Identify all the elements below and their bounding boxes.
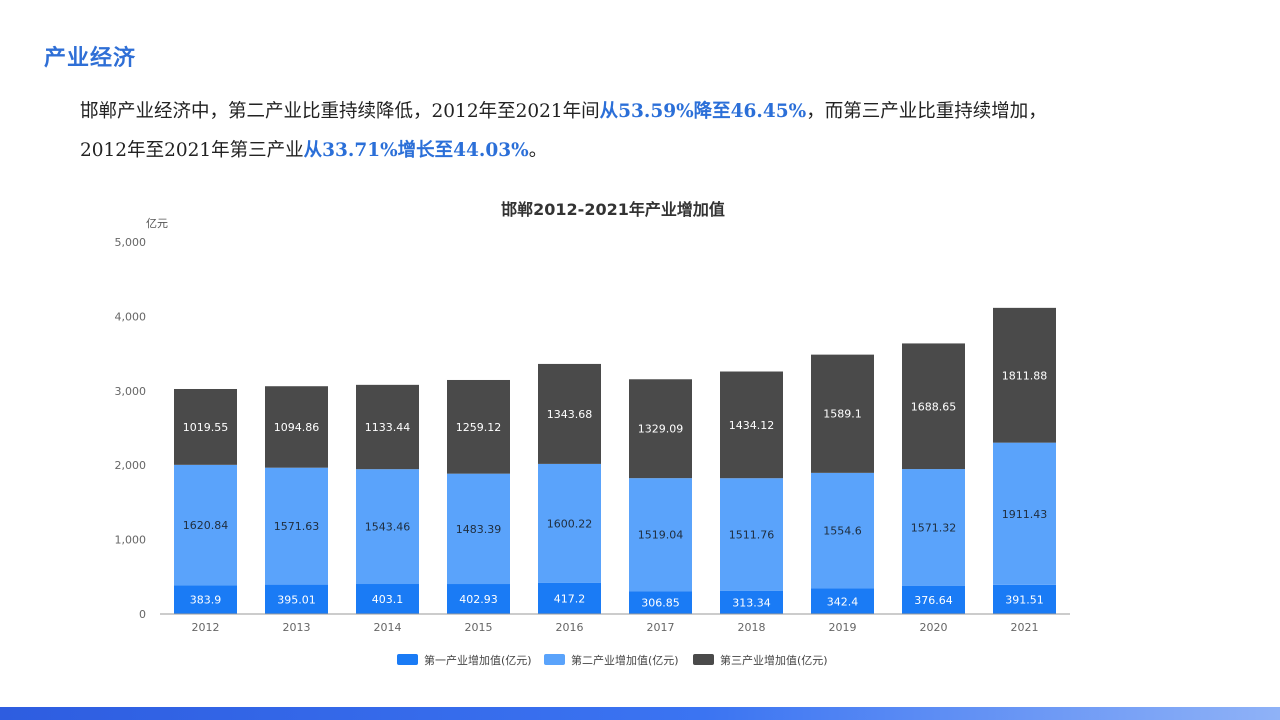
- x-tick-label: 2021: [1011, 621, 1039, 634]
- data-label-2: 1620.84: [183, 519, 229, 532]
- bar-segment-3: [720, 371, 783, 479]
- legend-label-1: 第一产业增加值(亿元): [424, 653, 532, 667]
- legend-swatch-1: [397, 654, 418, 665]
- legend-label-3: 第三产业增加值(亿元): [720, 653, 828, 667]
- bar-segment-1: [265, 584, 328, 614]
- data-label-2: 1571.32: [911, 522, 957, 535]
- bar-segment-1: [447, 584, 510, 614]
- data-label-2: 1483.39: [456, 523, 502, 536]
- data-label-2: 1519.04: [638, 529, 684, 542]
- bar-segment-2: [447, 473, 510, 585]
- y-tick-label: 0: [139, 608, 146, 621]
- summary-text-4: 。: [528, 140, 548, 161]
- bar-segment-2: [538, 463, 601, 583]
- data-label-3: 1688.65: [911, 400, 957, 413]
- bar-segment-3: [811, 354, 874, 473]
- bar-segment-3: [447, 379, 510, 474]
- chart-title: 邯郸2012-2021年产业增加值: [501, 200, 725, 219]
- bottom-accent-bar: [0, 707, 1280, 720]
- data-label-1: 417.2: [554, 592, 586, 605]
- data-label-3: 1094.86: [274, 421, 320, 434]
- y-axis-label: 亿元: [146, 217, 168, 230]
- data-label-1: 403.1: [372, 593, 404, 606]
- bar-segment-3: [629, 379, 692, 479]
- x-tick-label: 2020: [920, 621, 948, 634]
- y-tick-label: 1,000: [115, 534, 147, 547]
- data-label-2: 1911.43: [1002, 508, 1048, 521]
- bar-segment-3: [265, 386, 328, 468]
- summary-paragraph: 邯郸产业经济中，第二产业比重持续降低，2012年至2021年间从53.59%降至…: [80, 92, 1230, 170]
- bar-segment-1: [356, 584, 419, 614]
- bar-segment-1: [902, 585, 965, 614]
- data-label-3: 1133.44: [365, 421, 411, 434]
- bar-segment-3: [538, 363, 601, 464]
- x-tick-label: 2013: [283, 621, 311, 634]
- data-label-1: 313.34: [732, 596, 771, 609]
- data-label-3: 1259.12: [456, 421, 502, 434]
- bar-segment-2: [629, 478, 692, 592]
- data-label-1: 391.51: [1005, 593, 1044, 606]
- data-label-1: 342.4: [827, 595, 859, 608]
- data-label-1: 395.01: [277, 593, 316, 606]
- data-label-1: 402.93: [459, 593, 498, 606]
- bar-segment-1: [811, 588, 874, 614]
- summary-highlight-tertiary: 从33.71%增长至44.03%: [303, 140, 529, 161]
- y-tick-label: 3,000: [115, 385, 147, 398]
- bar-segment-3: [174, 388, 237, 465]
- data-label-3: 1434.12: [729, 419, 775, 432]
- x-tick-label: 2016: [556, 621, 584, 634]
- x-tick-label: 2014: [374, 621, 402, 634]
- x-tick-label: 2019: [829, 621, 857, 634]
- bar-segment-2: [720, 478, 783, 591]
- data-label-2: 1511.76: [729, 528, 775, 541]
- legend-swatch-2: [544, 654, 565, 665]
- data-label-3: 1329.09: [638, 423, 684, 436]
- bar-segment-1: [629, 591, 692, 614]
- data-label-2: 1600.22: [547, 517, 593, 530]
- bar-segment-3: [993, 307, 1056, 443]
- y-tick-label: 4,000: [115, 310, 147, 323]
- data-label-1: 383.9: [190, 594, 222, 607]
- x-tick-label: 2017: [647, 621, 675, 634]
- bar-segment-1: [538, 582, 601, 614]
- bar-segment-2: [356, 469, 419, 585]
- section-heading: 产业经济: [44, 45, 137, 71]
- x-tick-label: 2015: [465, 621, 493, 634]
- bar-segment-1: [993, 584, 1056, 614]
- data-label-2: 1554.6: [823, 525, 862, 538]
- bar-segment-3: [356, 384, 419, 470]
- summary-text-3: 2012年至2021年第三产业: [80, 140, 304, 161]
- data-label-1: 306.85: [641, 597, 680, 610]
- bar-segment-2: [993, 442, 1056, 585]
- data-label-3: 1343.68: [547, 408, 593, 421]
- data-label-2: 1571.63: [274, 520, 320, 533]
- bar-segment-2: [902, 469, 965, 586]
- x-tick-label: 2018: [738, 621, 766, 634]
- data-label-1: 376.64: [914, 594, 953, 607]
- summary-text-1: 邯郸产业经济中，第二产业比重持续降低，2012年至2021年间: [80, 101, 600, 122]
- summary-highlight-secondary: 从53.59%降至46.45%: [599, 101, 807, 122]
- data-label-2: 1543.46: [365, 521, 411, 534]
- summary-text-2: ，而第三产业比重持续增加，: [806, 101, 1047, 122]
- bar-segment-2: [174, 464, 237, 586]
- bar-segment-2: [265, 467, 328, 585]
- y-tick-label: 2,000: [115, 459, 147, 472]
- bar-segment-2: [811, 472, 874, 589]
- legend-swatch-3: [693, 654, 714, 665]
- bar-segment-1: [174, 585, 237, 614]
- bar-segment-3: [902, 343, 965, 470]
- data-label-3: 1019.55: [183, 421, 229, 434]
- legend-label-2: 第二产业增加值(亿元): [571, 653, 679, 667]
- x-tick-label: 2012: [192, 621, 220, 634]
- y-tick-label: 5,000: [115, 236, 147, 249]
- bar-segment-1: [720, 590, 783, 614]
- data-label-3: 1589.1: [823, 408, 862, 421]
- data-label-3: 1811.88: [1002, 369, 1048, 382]
